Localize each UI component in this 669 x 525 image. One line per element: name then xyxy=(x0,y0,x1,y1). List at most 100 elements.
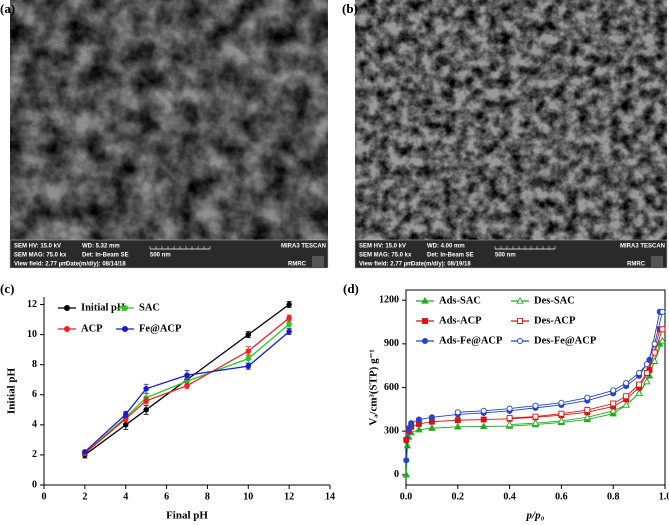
y-tick-label: 0 xyxy=(394,469,399,480)
legend-label: Ads-ACP xyxy=(439,315,482,326)
marker xyxy=(659,308,666,315)
marker xyxy=(643,377,651,385)
marker xyxy=(428,424,436,431)
sem-texture xyxy=(355,0,667,240)
marker xyxy=(516,337,524,345)
marker xyxy=(610,387,617,394)
marker xyxy=(286,321,292,327)
marker xyxy=(454,409,461,416)
y-tick-label: 8 xyxy=(32,359,37,370)
y-tick-label: 2 xyxy=(32,449,37,460)
legend-label: Des-SAC xyxy=(534,295,575,306)
marker xyxy=(635,389,643,396)
logo xyxy=(312,256,324,267)
info-bar xyxy=(354,239,668,269)
marker xyxy=(480,407,487,414)
legend-label: SAC xyxy=(139,302,160,313)
info-text: Det: In-Beam SE xyxy=(427,253,474,259)
series-line xyxy=(405,329,661,441)
marker xyxy=(479,422,488,430)
info-text: 500 nm xyxy=(495,253,516,259)
marker xyxy=(143,398,149,404)
marker xyxy=(643,369,650,376)
marker xyxy=(422,318,428,324)
x-tick-label: 4 xyxy=(123,491,128,502)
info-text: SEM MAG: 75.0 kx xyxy=(14,253,67,259)
marker xyxy=(63,325,71,333)
x-tick-label: 8 xyxy=(205,491,210,502)
y-tick-label: 4 xyxy=(32,419,37,430)
series-line xyxy=(509,329,663,419)
legend-label: Des-ACP xyxy=(534,315,576,326)
marker xyxy=(121,304,129,312)
x-tick-label: 2 xyxy=(82,491,87,502)
marker xyxy=(558,399,565,406)
info-text: WD: 5.32 mm xyxy=(82,244,120,250)
marker xyxy=(454,417,461,424)
info-text: View field: 2.77 µm xyxy=(14,262,67,268)
marker xyxy=(623,380,630,387)
marker xyxy=(532,413,539,420)
panel-label: (a) xyxy=(0,1,15,16)
marker xyxy=(505,420,514,428)
marker xyxy=(636,381,643,388)
marker xyxy=(506,405,513,412)
info-text: View field: 2.77 µm xyxy=(359,262,412,268)
marker xyxy=(516,296,524,304)
marker xyxy=(622,400,630,408)
series-line xyxy=(84,323,290,454)
marker xyxy=(531,419,540,426)
marker xyxy=(623,393,630,400)
y-tick-label: 300 xyxy=(384,425,399,436)
info-text: 500 nm xyxy=(150,253,171,259)
marker xyxy=(286,301,292,308)
marker xyxy=(583,413,592,420)
y-tick-label: 0 xyxy=(32,479,37,490)
marker xyxy=(286,315,292,321)
y-axis-label: Initial pH xyxy=(6,367,18,414)
y-axis-label: Vₐ/cm³(STP) g⁻¹ xyxy=(368,349,380,425)
marker xyxy=(532,402,539,409)
info-text: RMRC xyxy=(288,262,307,268)
info-text: SEM MAG: 75.0 kx xyxy=(359,253,412,259)
marker xyxy=(651,340,658,347)
y-tick-label: 1200 xyxy=(379,294,399,305)
x-tick-label: 12 xyxy=(284,491,294,502)
info-text: Det: In-Beam SE xyxy=(82,253,129,259)
x-tick-label: 0.0 xyxy=(400,491,413,502)
info-bar xyxy=(9,239,329,269)
marker xyxy=(643,361,650,368)
y-tick-label: 10 xyxy=(27,329,37,340)
marker xyxy=(659,326,666,333)
x-tick-label: 14 xyxy=(325,491,335,502)
legend-label: ACP xyxy=(81,323,103,334)
info-text: Date(m/d/y): 08/14/18 xyxy=(66,262,126,268)
x-tick-label: 6 xyxy=(164,491,169,502)
x-tick-label: 10 xyxy=(243,491,253,502)
marker xyxy=(184,372,190,378)
marker xyxy=(184,382,190,389)
marker xyxy=(402,470,411,478)
marker xyxy=(286,328,292,335)
marker xyxy=(415,425,423,433)
info-text: MIRA3 TESCAN xyxy=(281,244,326,250)
marker xyxy=(517,318,523,324)
marker xyxy=(245,363,252,369)
marker xyxy=(245,331,252,338)
info-text: WD: 4.00 mm xyxy=(427,244,465,250)
legend-label: Ads-Fe@ACP xyxy=(439,335,503,346)
sem-texture xyxy=(10,0,328,240)
series-line xyxy=(84,303,290,456)
panel-label: (d) xyxy=(343,281,359,296)
marker xyxy=(428,414,435,421)
info-text: SEM HV: 15.0 kV xyxy=(14,244,61,250)
series-line xyxy=(84,317,290,454)
marker xyxy=(245,348,252,354)
marker xyxy=(405,425,412,432)
panel-label: (c) xyxy=(0,281,14,296)
legend-label: Initial pH xyxy=(81,302,125,313)
marker xyxy=(636,369,643,376)
x-tick-label: 1.0 xyxy=(659,491,669,502)
y-tick-label: 12 xyxy=(27,299,37,310)
